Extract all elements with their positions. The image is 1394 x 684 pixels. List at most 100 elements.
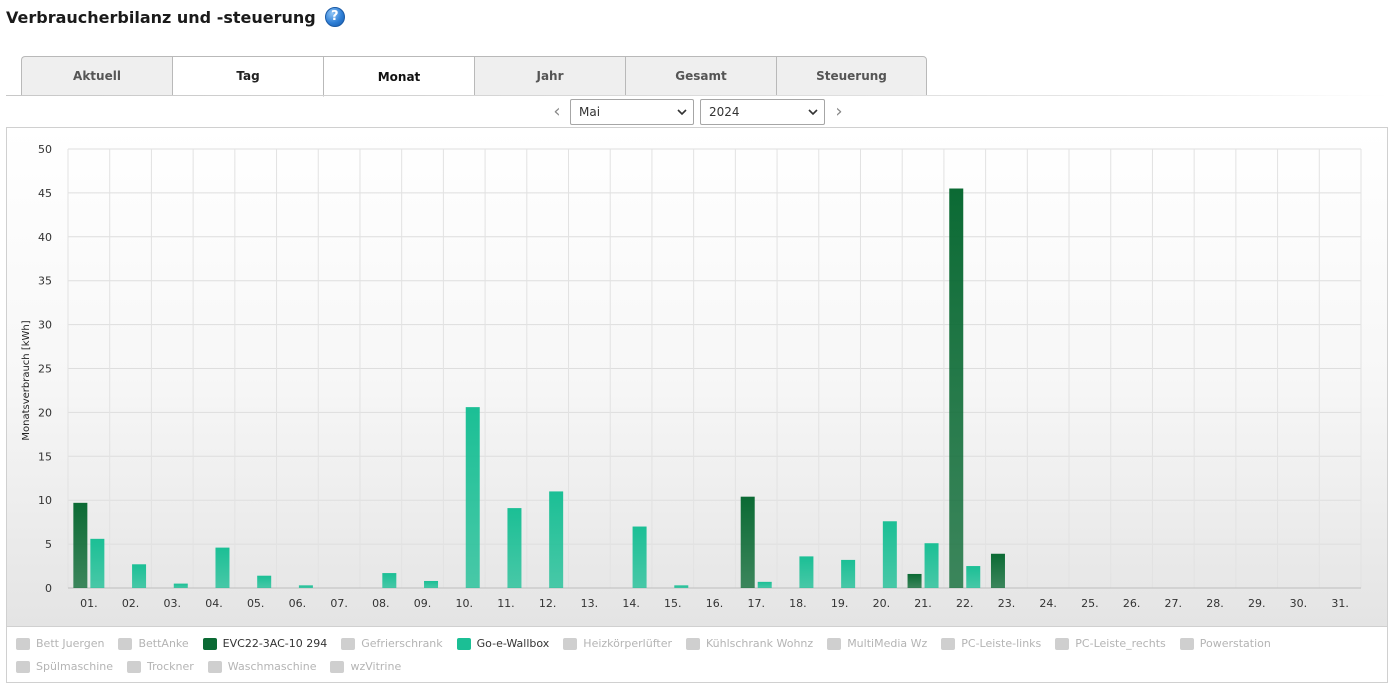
legend-label: MultiMedia Wz: [847, 637, 928, 650]
bar: [632, 526, 647, 588]
chart-legend: Bett Juergen BettAnke EVC22-3AC-10 294 Gefr…: [6, 627, 1388, 683]
legend-label: Bett Juergen: [36, 637, 105, 650]
x-tick-label: 13.: [581, 597, 599, 610]
y-tick-label: 10: [38, 494, 52, 507]
bar: [90, 538, 105, 588]
page-title-text: Verbraucherbilanz und -steuerung: [6, 7, 316, 27]
bar: [173, 583, 188, 588]
bar: [949, 188, 964, 588]
y-tick-label: 30: [38, 319, 52, 332]
tab-gesamt[interactable]: Gesamt: [625, 56, 776, 96]
legend-label: Gefrierschrank: [361, 637, 443, 650]
x-tick-label: 23.: [998, 597, 1016, 610]
year-select-value: 2024: [709, 105, 740, 119]
y-tick-label: 50: [38, 143, 52, 156]
x-tick-label: 29.: [1248, 597, 1266, 610]
bar: [740, 496, 755, 588]
legend-label: wzVitrine: [350, 660, 402, 673]
legend-swatch: [1179, 637, 1194, 650]
legend-item[interactable]: wzVitrine: [330, 655, 401, 678]
month-select[interactable]: Mai: [570, 99, 694, 125]
legend-item[interactable]: Bett Juergen: [16, 632, 104, 655]
help-icon[interactable]: ?: [324, 7, 345, 27]
legend-item[interactable]: Kühlschrank Wohnz: [685, 632, 814, 655]
legend-item[interactable]: Go-e-Wallbox: [456, 632, 549, 655]
legend-item[interactable]: Gefrierschrank: [341, 632, 443, 655]
bar: [132, 564, 147, 588]
x-tick-label: 06.: [289, 597, 307, 610]
legend-item[interactable]: Heizkörperlüfter: [563, 632, 672, 655]
legend-item[interactable]: PC-Leiste_rechts: [1055, 632, 1166, 655]
legend-item[interactable]: MultiMedia Wz: [827, 632, 927, 655]
bar: [966, 566, 981, 588]
month-select-value: Mai: [579, 105, 601, 119]
legend-swatch: [563, 637, 578, 650]
x-tick-label: 20.: [873, 597, 891, 610]
y-tick-label: 40: [38, 231, 52, 244]
x-tick-label: 26.: [1123, 597, 1141, 610]
bar: [73, 502, 88, 588]
legend-item[interactable]: EVC22-3AC-10 294: [202, 632, 327, 655]
tab-tag[interactable]: Tag: [172, 56, 323, 96]
bar-chart-svg: 0 5 10 15 20 25 30 35 40 45 50 01. 02. 03. 04. 05. 06. 07…: [21, 143, 1362, 610]
legend-swatch: [341, 637, 356, 650]
legend-item[interactable]: Spülmaschine: [16, 655, 113, 678]
legend-swatch: [207, 660, 222, 673]
x-tick-label: 01.: [80, 597, 98, 610]
chevron-down-icon: [677, 109, 687, 116]
bar: [465, 407, 480, 588]
x-tick-label: 16.: [706, 597, 724, 610]
legend-item[interactable]: BettAnke: [118, 632, 189, 655]
legend-label: Powerstation: [1199, 637, 1271, 650]
legend-label: Trockner: [147, 660, 194, 673]
legend-swatch: [127, 660, 141, 673]
x-tick-label: 31.: [1331, 597, 1349, 610]
bar: [298, 585, 313, 588]
legend-swatch: [827, 637, 842, 650]
legend-item[interactable]: Trockner: [127, 655, 194, 678]
legend-item[interactable]: Waschmaschine: [207, 655, 316, 678]
bar: [382, 573, 397, 588]
y-tick-label: 35: [38, 275, 52, 288]
year-select[interactable]: 2024: [700, 99, 825, 125]
x-tick-label: 10.: [455, 597, 473, 610]
bar: [424, 580, 439, 588]
page-title: Verbraucherbilanz und -steuerung ?: [6, 7, 345, 27]
legend-swatch: [16, 637, 30, 650]
bar: [841, 559, 856, 588]
chevron-down-icon: [808, 109, 818, 116]
prev-month-chevron-icon[interactable]: ‹: [553, 101, 561, 122]
tab-monat[interactable]: Monat: [323, 56, 474, 97]
y-tick-label: 0: [45, 582, 52, 595]
tab-aktuell[interactable]: Aktuell: [21, 56, 172, 96]
legend-label: Heizkörperlüfter: [583, 637, 672, 650]
x-tick-label: 12.: [539, 597, 557, 610]
legend-swatch: [685, 637, 700, 650]
bar: [924, 543, 939, 588]
legend-label: BettAnke: [138, 637, 189, 650]
y-tick-label: 15: [38, 450, 52, 463]
bar: [882, 521, 897, 588]
legend-swatch: [456, 637, 471, 650]
x-tick-label: 02.: [122, 597, 140, 610]
y-axis-label: Monatsverbrauch [kWh]: [21, 320, 32, 440]
bar: [257, 575, 272, 588]
legend-swatch: [202, 637, 217, 650]
x-tick-label: 03.: [164, 597, 182, 610]
tab-jahr[interactable]: Jahr: [474, 56, 625, 96]
tab-steuerung[interactable]: Steuerung: [776, 56, 927, 96]
bar: [799, 556, 814, 588]
y-tick-label: 45: [38, 187, 52, 200]
x-tick-label: 25.: [1081, 597, 1099, 610]
legend-swatch: [1055, 637, 1070, 650]
y-tick-label: 20: [38, 406, 52, 419]
next-month-chevron-icon[interactable]: ›: [835, 101, 843, 122]
legend-label: Kühlschrank Wohnz: [705, 637, 814, 650]
legend-item[interactable]: PC-Leiste-links: [941, 632, 1041, 655]
bar: [757, 581, 772, 588]
x-tick-label: 11.: [497, 597, 515, 610]
legend-item[interactable]: Powerstation: [1179, 632, 1271, 655]
bar: [990, 553, 1005, 588]
legend-label: Spülmaschine: [36, 660, 113, 673]
y-tick-label: 25: [38, 363, 52, 376]
